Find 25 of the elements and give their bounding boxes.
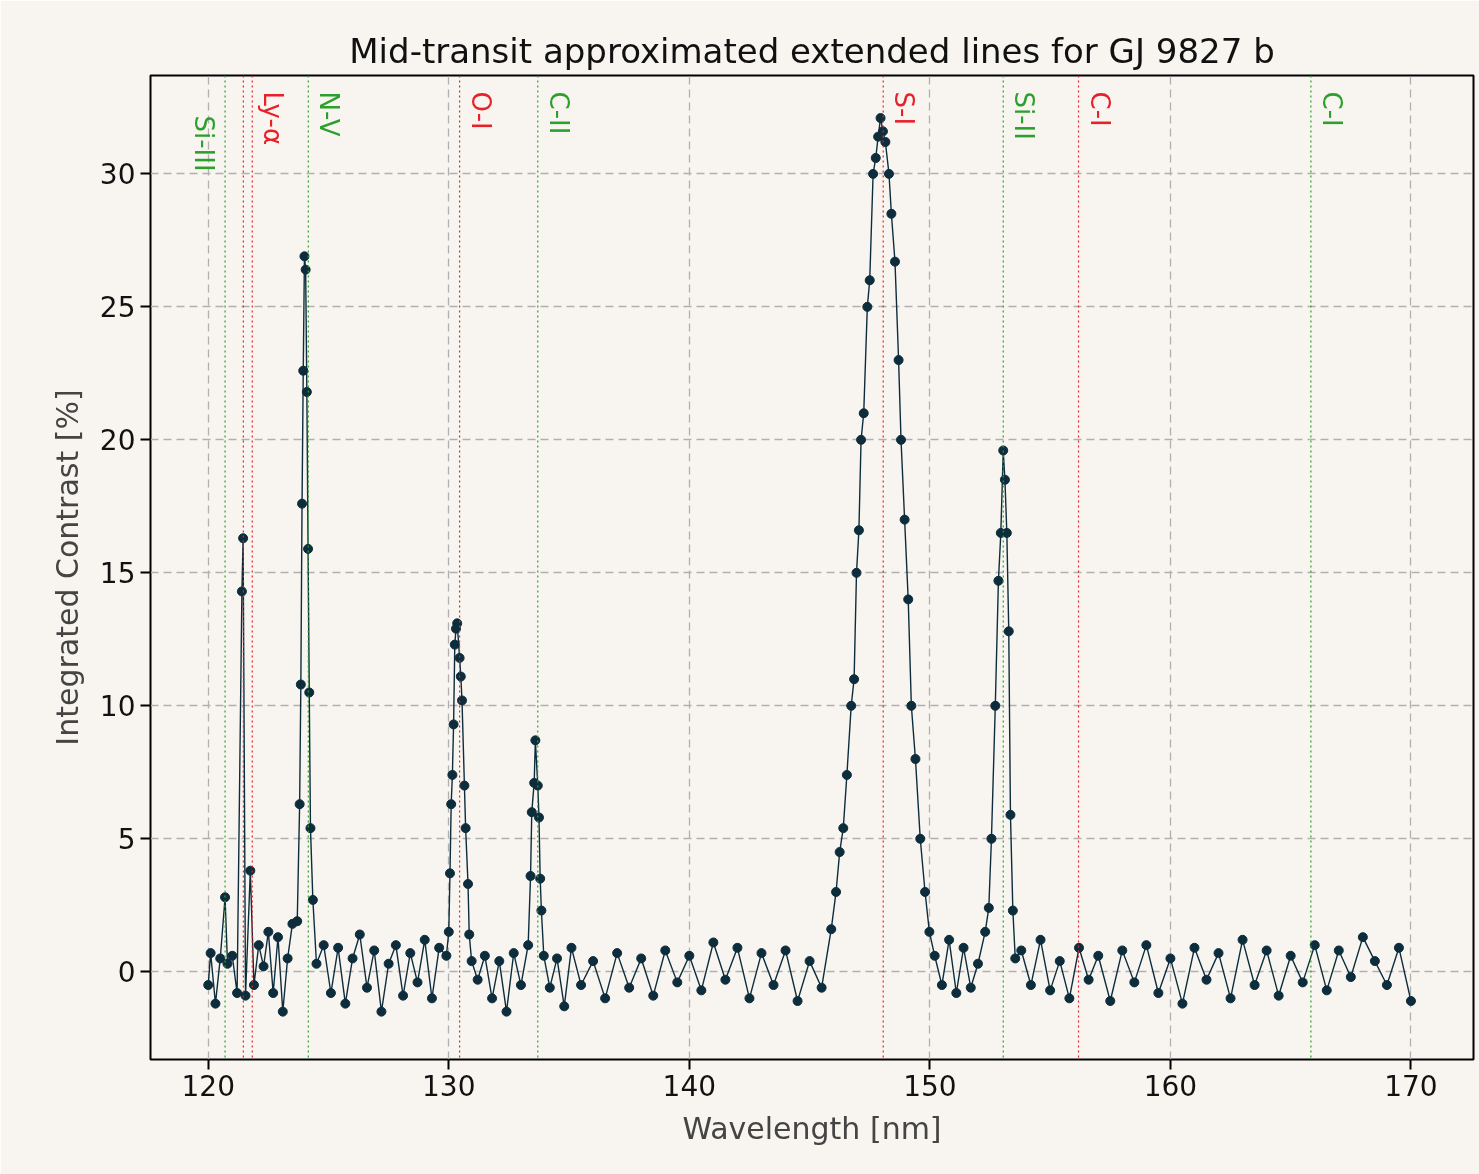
ref-line-label: Ly-α: [258, 91, 289, 146]
y-tick-label: 20: [99, 424, 136, 458]
x-tick-label: 140: [662, 1069, 717, 1103]
ref-line-label: N-V: [314, 91, 345, 137]
ref-line-label: C-I: [1316, 91, 1347, 127]
y-tick-label: 25: [99, 291, 136, 325]
y-tick-label: 0: [117, 956, 136, 990]
ref-line-label: C-II: [543, 91, 574, 135]
ref-line-label: S-I: [889, 91, 920, 126]
ref-line-label: C-I: [1084, 91, 1115, 127]
chart-title: Mid-transit approximated extended lines for GJ 9827 b: [349, 30, 1275, 71]
y-tick-label: 30: [99, 158, 136, 192]
y-tick-label: 5: [117, 823, 136, 857]
y-axis-title: Integrated Contrast [%]: [49, 389, 85, 746]
x-tick-label: 160: [1143, 1069, 1198, 1103]
x-axis-title: Wavelength [nm]: [682, 1110, 942, 1146]
ref-line-label: Si-III: [189, 115, 220, 172]
x-tick-label: 170: [1384, 1069, 1438, 1103]
ref-line-label: O-I: [465, 91, 496, 130]
x-tick-label: 130: [422, 1069, 476, 1103]
ref-line-label: Si-II: [1009, 91, 1040, 140]
y-tick-label: 10: [99, 690, 136, 724]
x-tick-label: 150: [903, 1069, 957, 1103]
y-tick-label: 15: [99, 557, 136, 591]
x-tick-label: 120: [181, 1069, 235, 1103]
